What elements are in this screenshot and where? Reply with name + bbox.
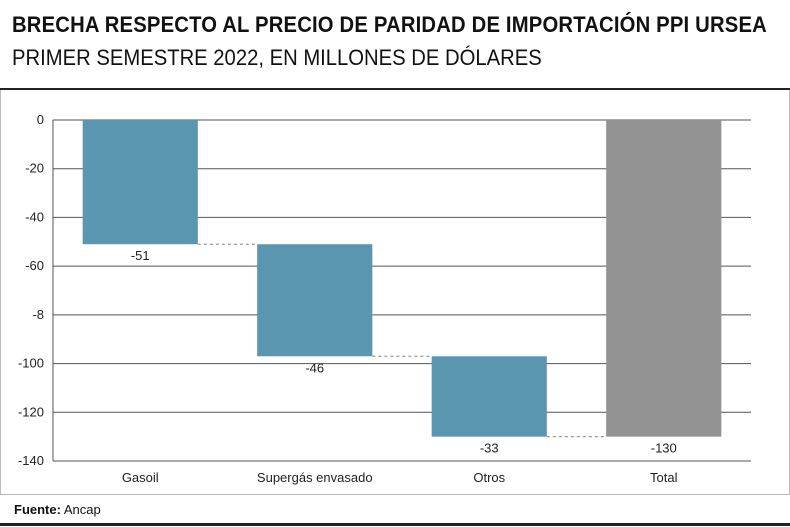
source-note: Fuente: Ancap xyxy=(14,502,101,517)
bar-1 xyxy=(257,244,373,357)
chart-subtitle: PRIMER SEMESTRE 2022, EN MILLONES DE DÓL… xyxy=(12,45,542,70)
x-tick-label: Otros xyxy=(473,470,505,485)
y-tick-label: -140 xyxy=(18,453,44,468)
data-label: -51 xyxy=(131,248,150,263)
bar-0 xyxy=(82,120,198,245)
y-tick-label: -120 xyxy=(18,404,44,419)
bar-2 xyxy=(431,356,547,437)
chart-title: BRECHA RESPECTO AL PRECIO DE PARIDAD DE … xyxy=(12,12,767,37)
x-tick-label: Supergás envasado xyxy=(257,470,373,485)
y-tick-label: -8 xyxy=(32,307,44,322)
source-label: Fuente: xyxy=(14,502,61,517)
data-label: -130 xyxy=(651,441,677,456)
x-tick-label: Gasoil xyxy=(122,470,159,485)
footer-divider xyxy=(0,523,790,526)
data-label: -46 xyxy=(305,360,324,375)
bar-3 xyxy=(606,120,722,437)
y-tick-label: -100 xyxy=(18,356,44,371)
y-tick-label: -40 xyxy=(25,209,44,224)
x-tick-label: Total xyxy=(650,470,678,485)
data-label: -33 xyxy=(480,441,499,456)
source-value: Ancap xyxy=(63,502,101,517)
y-tick-label: -60 xyxy=(25,258,44,273)
header-divider xyxy=(0,88,790,90)
y-tick-label: -20 xyxy=(25,161,44,176)
y-tick-label: 0 xyxy=(37,112,44,127)
